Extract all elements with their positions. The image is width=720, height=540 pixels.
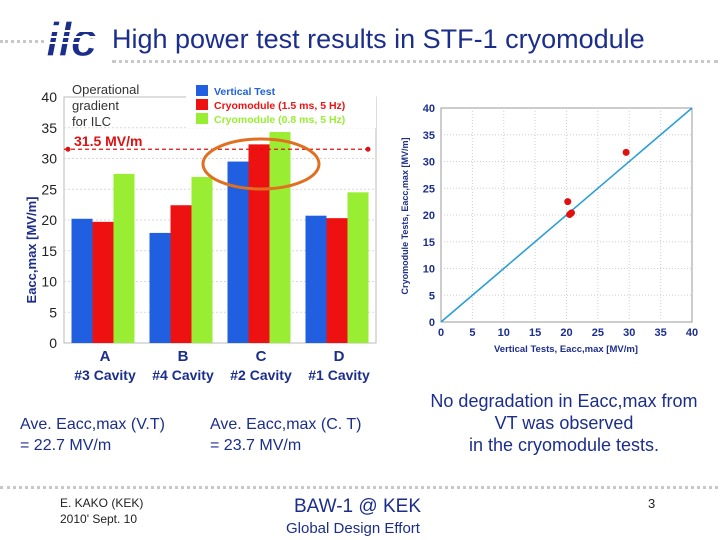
top-dotted-rule xyxy=(0,40,44,43)
scatter-y-tick-label: 25 xyxy=(423,183,435,195)
bar-y-tick-label: 25 xyxy=(41,181,57,197)
scatter-chart-points xyxy=(564,148,630,218)
average-ct-value: = 23.7 MV/m xyxy=(210,437,302,454)
average-cryomodule-test: Ave. Eacc,max (C. T) = 23.7 MV/m xyxy=(210,414,361,456)
footer-author: E. KAKO (KEK) xyxy=(60,496,144,510)
ilc-logo: ilc xyxy=(44,13,106,64)
bar xyxy=(71,218,93,343)
bar-y-tick-label: 5 xyxy=(49,304,57,320)
bar-chart: 0 5 10 15 20 25 30 35 40 A #3 Cavity B #4 Cavity C #2… xyxy=(24,82,377,383)
top-dotted-rule-right xyxy=(112,60,718,63)
bar-chart-y-ticks: 0 5 10 15 20 25 30 35 40 xyxy=(41,89,57,351)
average-vt-label: Ave. Eacc,max (V.T) xyxy=(20,416,165,433)
page-number: 3 xyxy=(648,496,656,511)
scatter-y-tick-label: 30 xyxy=(423,157,435,169)
bar-y-tick-label: 0 xyxy=(49,335,57,351)
footer-date: 2010' Sept. 10 xyxy=(60,512,138,526)
bar xyxy=(191,176,213,343)
scatter-y-tick-label: 15 xyxy=(423,237,435,249)
bar-category-sublabel: #3 Cavity xyxy=(74,367,136,383)
bar xyxy=(113,173,135,343)
bar-legend-box xyxy=(186,82,376,128)
bar-category-label: C xyxy=(256,348,267,365)
svg-text:ilc: ilc xyxy=(46,14,97,64)
bar-y-tick-label: 35 xyxy=(41,120,57,136)
scatter-y-tick-label: 35 xyxy=(423,130,435,142)
bar-legend-label: Vertical Test xyxy=(214,86,276,98)
annotation-label: Operational xyxy=(72,82,139,97)
scatter-point xyxy=(564,198,572,206)
bar-y-tick-label: 40 xyxy=(41,89,57,105)
scatter-chart: 0 5 10 15 20 25 30 35 40 0 5 10 15 20 25 30 35 40 Vertica… xyxy=(400,103,698,355)
scatter-y-tick-label: 10 xyxy=(423,264,435,276)
average-vertical-test: Ave. Eacc,max (V.T) = 22.7 MV/m xyxy=(20,414,165,456)
bar-category-label: A xyxy=(100,348,111,365)
scatter-x-axis-label: Vertical Tests, Eacc,max [MV/m] xyxy=(494,344,638,355)
footer-organization: Global Design Effort xyxy=(286,520,420,537)
bottom-dotted-rule xyxy=(0,486,718,489)
scatter-x-tick-label: 20 xyxy=(560,327,572,339)
bar xyxy=(248,144,270,343)
bar-y-tick-label: 15 xyxy=(41,243,57,259)
scatter-x-tick-label: 40 xyxy=(686,327,698,339)
scatter-x-tick-label: 35 xyxy=(655,327,667,339)
annotation-marker-left xyxy=(65,146,71,152)
bar-chart-legend: Vertical Test Cryomodule (1.5 ms, 5 Hz) Cr… xyxy=(186,82,376,128)
scatter-x-tick-label: 15 xyxy=(529,327,541,339)
scatter-x-tick-label: 30 xyxy=(623,327,635,339)
conclusion-text: No degradation in Eacc,max from VT was o… xyxy=(412,390,716,456)
bar xyxy=(149,232,171,343)
annotation-label: gradient xyxy=(72,98,119,113)
bar xyxy=(326,218,348,343)
bar xyxy=(170,205,192,343)
bar-chart-categories: A #3 Cavity B #4 Cavity C #2 Cavity D #1 Cavity xyxy=(74,348,370,383)
annotation-value-label: 31.5 MV/m xyxy=(74,133,142,149)
annotation-marker-right xyxy=(365,146,371,152)
bar-category-sublabel: #2 Cavity xyxy=(230,367,292,383)
average-ct-label: Ave. Eacc,max (C. T) xyxy=(210,416,362,433)
bar-category-sublabel: #4 Cavity xyxy=(152,367,214,383)
bar-category-label: B xyxy=(178,348,189,365)
average-vt-value: = 22.7 MV/m xyxy=(20,437,112,454)
bar xyxy=(269,132,291,343)
scatter-x-tick-label: 5 xyxy=(469,327,475,339)
scatter-chart-ticks: 0 5 10 15 20 25 30 35 40 0 5 10 15 20 25 30 35 40 xyxy=(423,103,698,339)
bar-category-sublabel: #1 Cavity xyxy=(308,367,370,383)
bar-legend-swatch xyxy=(196,85,208,96)
bar-category-label: D xyxy=(334,348,345,365)
highlight-ellipse xyxy=(201,137,321,191)
bar xyxy=(347,192,369,343)
bar-legend-swatch xyxy=(196,113,208,124)
bar-legend-label: Cryomodule (0.8 ms, 5 Hz) xyxy=(214,114,345,126)
bar-legend-label: Cryomodule (1.5 ms, 5 Hz) xyxy=(214,100,345,112)
conclusion-line-2: VT was observed xyxy=(494,413,634,433)
slide-title: High power test results in STF-1 cryomod… xyxy=(112,24,645,54)
scatter-y-axis-label: Cryomodule Tests, Eacc,max [MV/m] xyxy=(400,138,410,295)
scatter-y-tick-label: 40 xyxy=(423,103,435,115)
bar-legend-swatch xyxy=(196,99,208,110)
bar-y-tick-label: 20 xyxy=(41,212,57,228)
bar-chart-y-axis-label: Eacc,max [MV/m] xyxy=(24,197,39,304)
scatter-x-tick-label: 0 xyxy=(438,327,444,339)
scatter-y-tick-label: 0 xyxy=(429,317,435,329)
bar-y-tick-label: 30 xyxy=(41,151,57,167)
bar xyxy=(305,215,327,343)
annotation-label: for ILC xyxy=(72,114,111,129)
scatter-point xyxy=(622,148,630,156)
bar-chart-bars xyxy=(71,132,369,343)
scatter-point xyxy=(568,209,576,217)
bar-y-tick-label: 10 xyxy=(41,274,57,290)
bar xyxy=(227,161,249,343)
bar xyxy=(92,221,114,343)
conclusion-line-1: No degradation in Eacc,max from xyxy=(430,391,698,411)
scatter-y-tick-label: 5 xyxy=(429,290,435,302)
footer-event: BAW-1 @ KEK xyxy=(294,496,421,517)
scatter-y-tick-label: 20 xyxy=(423,210,435,222)
scatter-x-tick-label: 25 xyxy=(592,327,604,339)
conclusion-line-3: in the cryomodule tests. xyxy=(468,435,660,455)
scatter-x-tick-label: 10 xyxy=(498,327,510,339)
